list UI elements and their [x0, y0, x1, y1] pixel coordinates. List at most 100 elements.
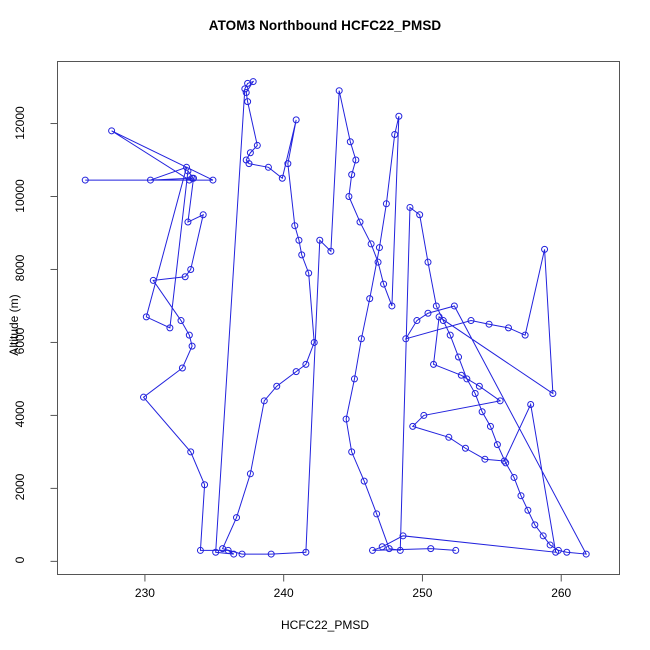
- data-point-marker: [367, 240, 375, 248]
- data-point-marker: [481, 455, 489, 463]
- data-point-marker: [142, 313, 150, 321]
- data-point-marker: [420, 411, 428, 419]
- data-point-marker: [521, 331, 529, 339]
- data-point-marker: [212, 548, 220, 556]
- data-point-marker: [391, 130, 399, 138]
- data-point-marker: [385, 545, 393, 553]
- data-point-marker: [375, 244, 383, 252]
- data-point-marker: [140, 393, 148, 401]
- data-point-marker: [504, 324, 512, 332]
- plot-frame: [57, 61, 620, 575]
- data-point-marker: [350, 375, 358, 383]
- data-point-marker: [149, 276, 157, 284]
- data-point-marker: [380, 280, 388, 288]
- data-point-marker: [427, 545, 435, 553]
- data-point-marker: [430, 360, 438, 368]
- data-point-marker: [188, 342, 196, 350]
- data-point-marker: [348, 448, 356, 456]
- data-point-marker: [345, 193, 353, 200]
- data-point-marker: [382, 200, 390, 208]
- page-title: ATOM3 Northbound HCFC22_PMSD: [208, 18, 442, 33]
- data-point-marker: [527, 400, 535, 408]
- data-point-marker: [181, 273, 189, 281]
- data-point-marker: [416, 211, 424, 219]
- data-point-marker: [563, 548, 571, 556]
- data-point-marker: [356, 218, 364, 226]
- data-point-marker: [445, 433, 453, 441]
- y-tick-label: 2000: [12, 474, 27, 501]
- data-point-marker: [467, 317, 475, 325]
- data-point-marker: [292, 368, 300, 376]
- data-point-marker: [327, 247, 335, 255]
- data-point-marker: [230, 550, 238, 558]
- data-point-marker: [273, 382, 281, 390]
- data-point-marker: [81, 176, 89, 184]
- data-point-marker: [541, 245, 549, 253]
- x-axis-label: HCFC22_PMSD: [280, 618, 370, 632]
- data-point-marker: [549, 390, 557, 398]
- data-point-marker: [177, 317, 185, 325]
- data-point-marker: [424, 258, 432, 266]
- data-point-marker: [291, 222, 299, 230]
- data-point-marker: [524, 506, 532, 514]
- data-point-marker: [463, 375, 471, 383]
- data-point-marker: [373, 510, 381, 518]
- data-point-marker: [409, 422, 417, 430]
- data-point-marker: [260, 397, 268, 405]
- data-series-layer: [81, 78, 590, 558]
- data-point-marker: [435, 313, 443, 321]
- data-point-marker: [478, 408, 486, 416]
- data-point-marker: [406, 203, 414, 211]
- data-point-marker: [335, 87, 343, 95]
- data-point-marker: [546, 541, 554, 549]
- data-point-marker: [184, 218, 192, 226]
- data-point-marker: [108, 127, 116, 135]
- data-point-marker: [531, 521, 539, 529]
- data-point-marker: [242, 89, 250, 97]
- data-point-marker: [196, 546, 204, 554]
- data-point-marker: [446, 331, 454, 339]
- data-point-marker: [253, 141, 261, 149]
- y-tick-label: 0: [12, 557, 27, 564]
- data-point-marker: [552, 548, 560, 556]
- data-point-marker: [439, 317, 447, 325]
- x-tick-label: 250: [412, 585, 433, 600]
- data-point-marker: [396, 546, 404, 554]
- data-point-marker: [238, 550, 246, 558]
- x-tick-label: 260: [551, 585, 572, 600]
- data-point-marker: [424, 309, 432, 317]
- data-point-marker: [246, 470, 254, 478]
- data-point-marker: [346, 138, 354, 146]
- data-point-marker: [399, 532, 407, 540]
- data-point-marker: [316, 236, 324, 244]
- data-point-marker: [298, 251, 306, 259]
- data-point-marker: [471, 390, 479, 398]
- data-point-marker: [395, 112, 403, 120]
- data-point-marker: [352, 156, 360, 164]
- data-point-marker: [187, 265, 195, 273]
- data-point-marker: [146, 176, 154, 184]
- data-point-marker: [246, 149, 254, 157]
- data-point-marker: [185, 331, 193, 339]
- y-tick-label: 10000: [12, 178, 27, 213]
- data-point-marker: [510, 473, 518, 481]
- data-point-marker: [189, 174, 197, 182]
- data-point-marker: [378, 543, 386, 551]
- data-point-marker: [455, 353, 463, 361]
- x-tick-label: 240: [273, 585, 294, 600]
- axis-ticks: [50, 123, 562, 582]
- data-point-marker: [295, 236, 303, 244]
- data-point-marker: [178, 364, 186, 372]
- x-tick-label: 230: [134, 585, 155, 600]
- data-point-marker: [292, 116, 300, 124]
- data-point-marker: [249, 78, 257, 86]
- data-point-marker: [369, 546, 376, 554]
- data-point-marker: [374, 258, 382, 266]
- data-point-marker: [284, 160, 292, 168]
- data-point-marker: [233, 514, 241, 522]
- data-point-marker: [432, 302, 440, 310]
- data-point-marker: [413, 317, 421, 325]
- data-point-marker: [278, 174, 286, 182]
